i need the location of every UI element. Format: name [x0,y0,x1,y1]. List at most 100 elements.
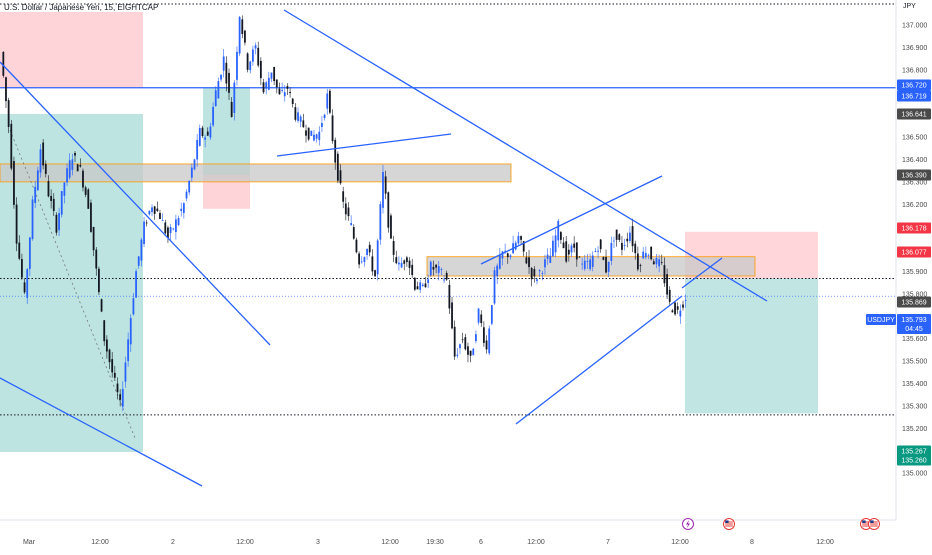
candle[interactable] [644,253,647,258]
candle[interactable] [411,264,414,276]
candle[interactable] [567,249,570,255]
candle[interactable] [437,266,440,273]
candle[interactable] [244,30,246,43]
candle[interactable] [355,239,358,253]
candle[interactable] [506,253,509,258]
candle[interactable] [246,53,249,70]
candle[interactable] [228,72,230,93]
candle[interactable] [533,269,536,277]
candle[interactable] [249,61,252,71]
candle[interactable] [398,262,400,265]
candle[interactable] [477,308,480,323]
candle[interactable] [583,260,586,269]
us-flag-icon[interactable] [868,518,880,530]
candle[interactable] [544,259,546,268]
candle[interactable] [642,251,645,259]
candle[interactable] [504,250,507,252]
candle[interactable] [575,242,578,260]
candle[interactable] [286,86,289,89]
candle[interactable] [570,245,573,253]
candle[interactable] [621,242,623,250]
candle[interactable] [623,244,626,246]
candle[interactable] [185,191,188,199]
candle[interactable] [416,286,419,290]
candle[interactable] [440,269,443,270]
candle[interactable] [591,255,594,267]
candle[interactable] [435,264,437,268]
candle[interactable] [368,244,371,253]
candle[interactable] [156,208,159,212]
candle[interactable] [307,127,310,140]
candle[interactable] [618,234,621,240]
candle[interactable] [220,74,222,80]
candle[interactable] [238,16,241,54]
candle[interactable] [55,214,58,233]
candle[interactable] [95,249,98,269]
candle[interactable] [275,79,278,88]
candle[interactable] [472,348,475,356]
candle[interactable] [209,126,212,138]
candle[interactable] [108,349,111,363]
candle[interactable] [599,239,602,250]
candle[interactable] [119,394,122,400]
candle[interactable] [610,243,613,261]
candle[interactable] [225,62,228,84]
candle[interactable] [413,277,416,290]
candle[interactable] [371,256,374,272]
candle[interactable] [66,168,68,183]
candle[interactable] [198,128,201,146]
candle[interactable] [549,255,552,263]
candle[interactable] [676,306,679,310]
candle[interactable] [180,208,183,211]
candle[interactable] [143,221,145,245]
candle[interactable] [602,257,605,260]
candle[interactable] [554,235,557,253]
candle[interactable] [50,195,53,201]
candle[interactable] [384,176,387,194]
candle[interactable] [562,242,565,249]
candle[interactable] [140,239,143,261]
candle[interactable] [21,259,23,278]
candle[interactable] [490,305,493,324]
candle[interactable] [538,270,541,272]
candle[interactable] [671,310,674,313]
candle[interactable] [283,92,286,97]
candle[interactable] [376,240,379,275]
candle[interactable] [639,265,642,266]
candle[interactable] [2,52,5,76]
candle[interactable] [52,198,55,211]
candle[interactable] [525,257,528,264]
candle[interactable] [432,266,435,270]
candle[interactable] [682,304,684,308]
chart-title[interactable]: U.S. Dollar / Japanese Yen, 15, EIGHTCAP [4,3,159,12]
candle[interactable] [74,152,76,156]
candle[interactable] [636,253,639,270]
candle[interactable] [395,257,398,264]
candle[interactable] [241,19,244,35]
trendline[interactable] [0,61,271,346]
candle[interactable] [39,149,42,173]
candle[interactable] [374,270,376,277]
candle[interactable] [214,90,217,107]
candle[interactable] [193,159,196,170]
candle[interactable] [100,299,103,312]
candle[interactable] [344,203,347,215]
candle[interactable] [148,210,151,215]
candle[interactable] [658,259,661,267]
candle[interactable] [137,256,140,266]
candle[interactable] [262,82,265,93]
candle[interactable] [318,131,321,140]
candle[interactable] [116,383,119,393]
candle[interactable] [31,199,34,239]
candle[interactable] [36,170,39,191]
candle[interactable] [124,362,127,382]
candle[interactable] [501,251,504,259]
candle[interactable] [453,326,456,357]
candle[interactable] [392,241,395,255]
candle[interactable] [297,112,299,121]
candle[interactable] [68,160,71,178]
candle[interactable] [328,90,331,113]
candle[interactable] [71,159,74,170]
